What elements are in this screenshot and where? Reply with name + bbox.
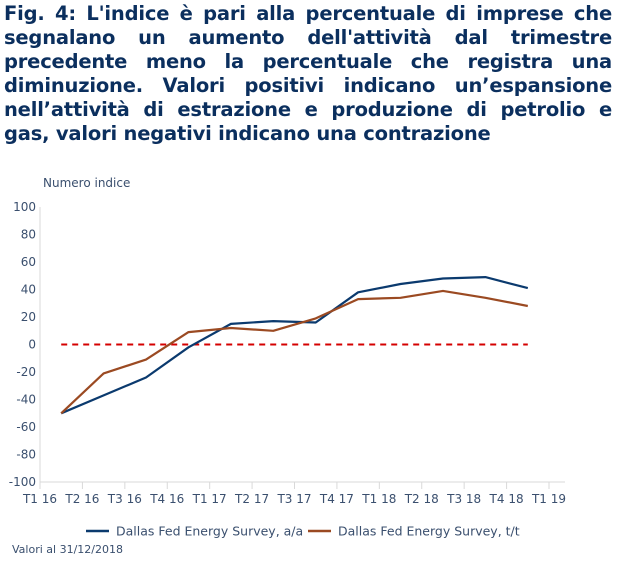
x-tick-label: T1 19	[531, 492, 566, 506]
legend-label: Dallas Fed Energy Survey, a/a	[116, 524, 303, 539]
x-tick-label: T2 18	[404, 492, 439, 506]
y-tick-label: -20	[16, 365, 36, 379]
y-tick-label: 20	[21, 310, 36, 324]
x-tick-label: T3 18	[446, 492, 481, 506]
y-tick-label: -100	[9, 475, 36, 489]
x-tick-label: T1 17	[192, 492, 227, 506]
axes: 100 80 60 40 20 0 -20 -40 -60 -80 -100 T1 16 T2 16 T3…	[9, 200, 566, 506]
y-tick-label: 60	[21, 255, 36, 269]
x-tick-label: T3 16	[107, 492, 142, 506]
series-line-t-t	[60, 289, 529, 415]
y-tick-label: -80	[16, 448, 36, 462]
y-tick-label: 0	[28, 338, 36, 352]
y-tick-label: 40	[21, 283, 36, 297]
legend: Dallas Fed Energy Survey, a/a Dallas Fed …	[86, 524, 520, 539]
y-tick-label: -60	[16, 420, 36, 434]
series-line-a-a	[60, 276, 529, 415]
chart-title: Fig. 4: L'indice è pari alla percentuale…	[4, 2, 612, 145]
series-group	[60, 276, 529, 415]
legend-label: Dallas Fed Energy Survey, t/t	[338, 524, 520, 539]
x-tick-label: T4 17	[319, 492, 354, 506]
source-note: Valori al 31/12/2018	[12, 543, 123, 556]
y-tick-label: 80	[21, 228, 36, 242]
y-axis-label: Numero indice	[43, 176, 131, 190]
x-tick-label: T4 16	[149, 492, 184, 506]
x-tick-label: T1 18	[361, 492, 396, 506]
y-tick-label: -40	[16, 393, 36, 407]
x-tick-label: T2 16	[64, 492, 99, 506]
x-tick-label: T1 16	[22, 492, 57, 506]
x-tick-label: T2 17	[234, 492, 269, 506]
x-tick-label: T3 17	[276, 492, 311, 506]
x-tick-label: T4 18	[489, 492, 524, 506]
y-tick-label: 100	[13, 200, 36, 214]
